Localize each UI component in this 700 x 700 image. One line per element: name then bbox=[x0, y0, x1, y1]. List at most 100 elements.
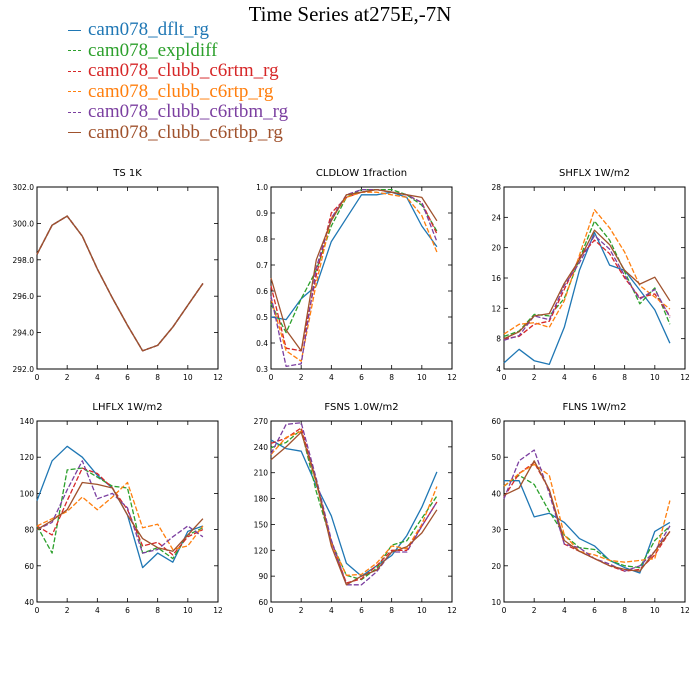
x-tick-label: 2 bbox=[65, 373, 70, 382]
x-tick-label: 2 bbox=[65, 606, 70, 615]
x-tick-label: 10 bbox=[183, 373, 193, 382]
series-line bbox=[36, 215, 204, 352]
x-tick-label: 8 bbox=[389, 373, 394, 382]
y-tick-label: 0.4 bbox=[256, 339, 268, 348]
series-line bbox=[36, 467, 204, 556]
x-tick-label: 6 bbox=[592, 373, 597, 382]
x-tick-label: 8 bbox=[622, 606, 627, 615]
series-line bbox=[270, 188, 438, 352]
y-tick-label: 120 bbox=[20, 453, 35, 462]
y-tick-label: 296.0 bbox=[13, 292, 35, 301]
y-tick-label: 240 bbox=[254, 443, 269, 452]
series-line bbox=[36, 460, 204, 554]
y-tick-label: 298.0 bbox=[13, 256, 35, 265]
chart-panel: FSNS 1.0W/m2 0 2 4 6 8 10 12 60 90 120 150 180 210 240… bbox=[254, 402, 457, 615]
series-line bbox=[270, 428, 438, 581]
chart-panel: CLDLOW 1fraction 0 2 4 6 8 10 12 0.3 0.4 0.5 0.6 0.7… bbox=[256, 168, 457, 382]
x-tick-label: 8 bbox=[155, 606, 160, 615]
series-line bbox=[270, 188, 438, 352]
legend-label: cam078_clubb_c6rtm_rg bbox=[88, 60, 279, 82]
x-tick-label: 8 bbox=[622, 373, 627, 382]
x-tick-label: 4 bbox=[562, 373, 567, 382]
legend-swatch bbox=[68, 70, 81, 72]
series-line bbox=[36, 215, 204, 352]
series-line bbox=[503, 220, 671, 338]
series-line bbox=[36, 215, 204, 352]
y-tick-label: 100 bbox=[20, 489, 35, 498]
x-tick-label: 6 bbox=[125, 606, 130, 615]
legend-item-c6rtp: cam078_clubb_c6rtp_rg bbox=[68, 80, 288, 103]
x-tick-label: 8 bbox=[155, 373, 160, 382]
series-line bbox=[270, 427, 438, 584]
series-line bbox=[503, 463, 671, 563]
x-tick-label: 12 bbox=[447, 606, 457, 615]
series-line bbox=[504, 480, 671, 574]
chart-panel: LHFLX 1W/m2 0 2 4 6 8 10 12 40 60 80 100 120 140 bbox=[20, 402, 223, 615]
legend-label: cam078_clubb_c6rtbm_rg bbox=[88, 101, 289, 123]
y-tick-label: 90 bbox=[258, 572, 268, 581]
x-tick-label: 6 bbox=[359, 606, 364, 615]
y-tick-label: 0.5 bbox=[256, 313, 268, 322]
series-line bbox=[270, 188, 438, 368]
series-line bbox=[270, 430, 438, 576]
series-line bbox=[503, 209, 671, 335]
y-tick-label: 300.0 bbox=[13, 219, 35, 228]
y-tick-label: 60 bbox=[24, 562, 34, 571]
series-line bbox=[503, 231, 671, 366]
y-tick-label: 10 bbox=[491, 598, 501, 607]
y-tick-label: 80 bbox=[24, 526, 34, 535]
y-tick-label: 16 bbox=[491, 274, 501, 283]
y-tick-label: 40 bbox=[24, 598, 34, 607]
y-tick-label: 30 bbox=[491, 526, 501, 535]
y-tick-label: 0.9 bbox=[256, 209, 268, 218]
legend-label: cam078_clubb_c6rtp_rg bbox=[88, 80, 274, 102]
x-tick-label: 0 bbox=[269, 606, 274, 615]
y-tick-label: 1.0 bbox=[256, 183, 268, 192]
panel-title: TS 1K bbox=[112, 168, 142, 179]
y-tick-label: 0.3 bbox=[256, 365, 268, 374]
x-tick-label: 6 bbox=[359, 373, 364, 382]
x-tick-label: 0 bbox=[502, 373, 507, 382]
y-tick-label: 270 bbox=[254, 417, 269, 426]
x-tick-label: 2 bbox=[532, 606, 537, 615]
series-line bbox=[503, 460, 671, 572]
x-tick-label: 2 bbox=[532, 373, 537, 382]
series-line bbox=[270, 422, 438, 586]
y-tick-label: 60 bbox=[491, 417, 501, 426]
y-tick-label: 210 bbox=[254, 469, 269, 478]
y-tick-label: 140 bbox=[20, 417, 35, 426]
series-line bbox=[270, 191, 438, 362]
x-tick-label: 4 bbox=[329, 373, 334, 382]
y-tick-label: 120 bbox=[254, 546, 269, 555]
x-tick-label: 12 bbox=[680, 606, 690, 615]
x-tick-label: 10 bbox=[183, 606, 193, 615]
x-tick-label: 0 bbox=[269, 373, 274, 382]
x-tick-label: 4 bbox=[95, 373, 100, 382]
series-line bbox=[270, 439, 438, 577]
series-line bbox=[270, 188, 438, 334]
series-line bbox=[270, 431, 438, 586]
y-tick-label: 4 bbox=[496, 365, 501, 374]
panel-title: CLDLOW 1fraction bbox=[316, 168, 407, 179]
chart-panel: FLNS 1W/m2 0 2 4 6 8 10 12 10 20 30 40 50 60 bbox=[491, 402, 690, 615]
x-tick-label: 4 bbox=[562, 606, 567, 615]
chart-panel: TS 1K 0 2 4 6 8 10 12 292.0 294.0 296.0 298.0 300.0 3… bbox=[13, 168, 223, 382]
x-tick-label: 2 bbox=[299, 606, 304, 615]
y-tick-label: 20 bbox=[491, 562, 501, 571]
y-tick-label: 302.0 bbox=[13, 183, 35, 192]
y-tick-label: 0.6 bbox=[256, 287, 268, 296]
panel-title: FSNS 1.0W/m2 bbox=[324, 402, 398, 413]
x-tick-label: 0 bbox=[35, 373, 40, 382]
legend-swatch bbox=[68, 132, 81, 134]
x-tick-label: 12 bbox=[680, 373, 690, 382]
x-tick-label: 10 bbox=[650, 373, 660, 382]
y-tick-label: 28 bbox=[491, 183, 501, 192]
x-tick-label: 2 bbox=[299, 373, 304, 382]
y-tick-label: 20 bbox=[491, 244, 501, 253]
y-tick-label: 60 bbox=[258, 598, 268, 607]
plot-frame bbox=[503, 186, 686, 370]
legend-item-c6rtbm: cam078_clubb_c6rtbm_rg bbox=[68, 101, 289, 123]
legend-label: cam078_expldiff bbox=[88, 39, 218, 61]
y-tick-label: 294.0 bbox=[13, 329, 35, 338]
